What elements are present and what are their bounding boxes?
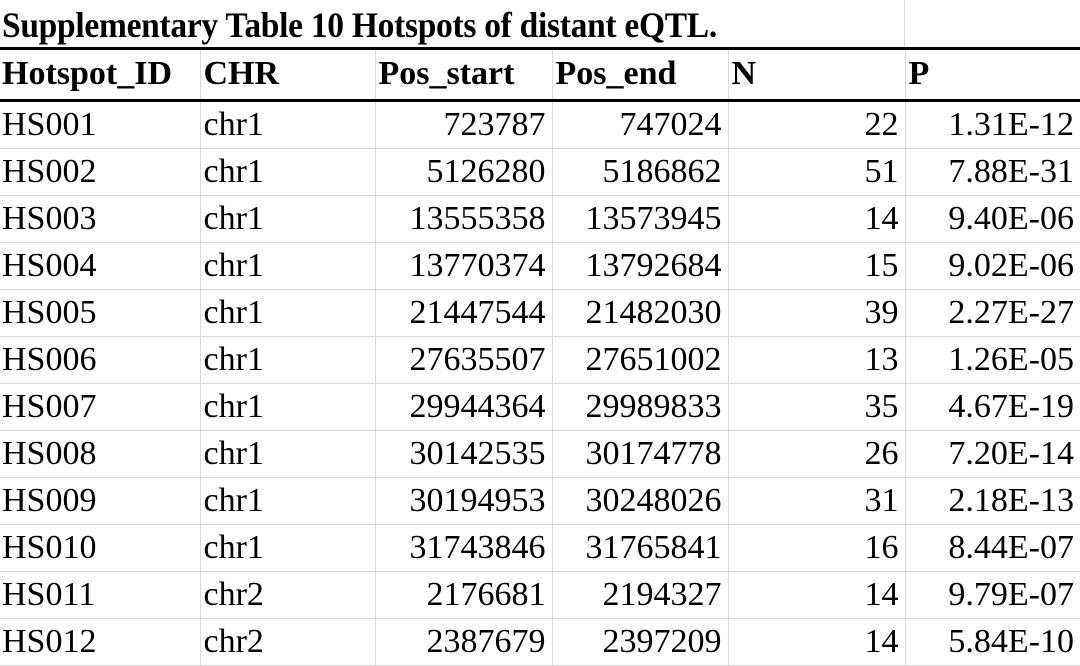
- cell-n[interactable]: 39: [727, 289, 905, 337]
- cell-chr[interactable]: chr1: [199, 477, 375, 525]
- cell-hotspot-id[interactable]: HS001: [0, 100, 200, 149]
- cell-pos-start[interactable]: 30142535: [374, 430, 552, 478]
- cell-n[interactable]: 16: [727, 524, 905, 572]
- cell-pos-start[interactable]: 5126280: [374, 148, 552, 196]
- cell-p[interactable]: 2.18E-13: [904, 477, 1080, 525]
- cell-n[interactable]: 51: [727, 148, 905, 196]
- cell-chr[interactable]: chr2: [199, 618, 375, 666]
- cell-pos-start[interactable]: 27635507: [374, 336, 552, 384]
- cell-pos-start[interactable]: 2176681: [374, 571, 552, 619]
- cell-hotspot-id[interactable]: HS002: [0, 148, 200, 196]
- cell-chr[interactable]: chr1: [199, 336, 375, 384]
- cell-n[interactable]: 14: [727, 571, 905, 619]
- cell-hotspot-id[interactable]: HS008: [0, 430, 200, 478]
- cell-p[interactable]: 1.31E-12: [904, 100, 1080, 149]
- cell-pos-start[interactable]: 13770374: [374, 242, 552, 290]
- table-row: HS008 chr1 30142535 30174778 26 7.20E-14: [0, 430, 1080, 478]
- cell-chr[interactable]: chr2: [199, 571, 375, 619]
- cell-p[interactable]: 4.67E-19: [904, 383, 1080, 431]
- cell-p[interactable]: 9.79E-07: [904, 571, 1080, 619]
- table-row: HS003 chr1 13555358 13573945 14 9.40E-06: [0, 195, 1080, 243]
- cell-pos-end[interactable]: 2194327: [551, 571, 728, 619]
- table-row: HS011 chr2 2176681 2194327 14 9.79E-07: [0, 571, 1080, 619]
- cell-n[interactable]: 15: [727, 242, 905, 290]
- cell-pos-start[interactable]: 30194953: [374, 477, 552, 525]
- table-row: HS006 chr1 27635507 27651002 13 1.26E-05: [0, 336, 1080, 384]
- cell-p[interactable]: 1.26E-05: [904, 336, 1080, 384]
- table-row: HS002 chr1 5126280 5186862 51 7.88E-31: [0, 148, 1080, 196]
- header-p[interactable]: P: [904, 50, 1080, 102]
- cell-p[interactable]: 7.20E-14: [904, 430, 1080, 478]
- cell-hotspot-id[interactable]: HS012: [0, 618, 200, 666]
- cell-pos-start[interactable]: 2387679: [374, 618, 552, 666]
- cell-hotspot-id[interactable]: HS005: [0, 289, 200, 337]
- cell-pos-end[interactable]: 13573945: [551, 195, 728, 243]
- cell-n[interactable]: 26: [727, 430, 905, 478]
- cell-pos-end[interactable]: 5186862: [551, 148, 728, 196]
- cell-pos-end[interactable]: 2397209: [551, 618, 728, 666]
- cell-n[interactable]: 13: [727, 336, 905, 384]
- table-row: HS004 chr1 13770374 13792684 15 9.02E-06: [0, 242, 1080, 290]
- cell-p[interactable]: 5.84E-10: [904, 618, 1080, 666]
- title-row: Supplementary Table 10 Hotspots of dista…: [0, 0, 1080, 50]
- cell-p[interactable]: 9.40E-06: [904, 195, 1080, 243]
- cell-n[interactable]: 14: [727, 195, 905, 243]
- hotspots-table: Hotspot_ID CHR Pos_start Pos_end N P HS0…: [0, 50, 1080, 666]
- cell-pos-start[interactable]: 21447544: [374, 289, 552, 337]
- cell-chr[interactable]: chr1: [199, 195, 375, 243]
- cell-chr[interactable]: chr1: [199, 148, 375, 196]
- cell-pos-start[interactable]: 31743846: [374, 524, 552, 572]
- header-chr[interactable]: CHR: [199, 50, 375, 102]
- cell-pos-start[interactable]: 723787: [374, 100, 552, 149]
- cell-hotspot-id[interactable]: HS011: [0, 571, 200, 619]
- cell-pos-end[interactable]: 747024: [551, 100, 728, 149]
- cell-pos-end[interactable]: 29989833: [551, 383, 728, 431]
- cell-hotspot-id[interactable]: HS007: [0, 383, 200, 431]
- header-hotspot-id[interactable]: Hotspot_ID: [0, 50, 200, 102]
- cell-pos-end[interactable]: 21482030: [551, 289, 728, 337]
- cell-p[interactable]: 9.02E-06: [904, 242, 1080, 290]
- header-pos-start[interactable]: Pos_start: [374, 50, 552, 102]
- cell-pos-end[interactable]: 13792684: [551, 242, 728, 290]
- table-row: HS005 chr1 21447544 21482030 39 2.27E-27: [0, 289, 1080, 337]
- cell-n[interactable]: 14: [727, 618, 905, 666]
- cell-n[interactable]: 22: [727, 100, 905, 149]
- cell-pos-end[interactable]: 27651002: [551, 336, 728, 384]
- cell-chr[interactable]: chr1: [199, 524, 375, 572]
- cell-hotspot-id[interactable]: HS004: [0, 242, 200, 290]
- cell-chr[interactable]: chr1: [199, 383, 375, 431]
- table-row: HS001 chr1 723787 747024 22 1.31E-12: [0, 100, 1080, 149]
- cell-pos-start[interactable]: 29944364: [374, 383, 552, 431]
- cell-chr[interactable]: chr1: [199, 100, 375, 149]
- cell-hotspot-id[interactable]: HS003: [0, 195, 200, 243]
- cell-p[interactable]: 7.88E-31: [904, 148, 1080, 196]
- header-row: Hotspot_ID CHR Pos_start Pos_end N P: [0, 50, 1080, 102]
- cell-chr[interactable]: chr1: [199, 242, 375, 290]
- cell-pos-start[interactable]: 13555358: [374, 195, 552, 243]
- header-n[interactable]: N: [727, 50, 905, 102]
- header-pos-end[interactable]: Pos_end: [551, 50, 728, 102]
- cell-hotspot-id[interactable]: HS009: [0, 477, 200, 525]
- table-row: HS009 chr1 30194953 30248026 31 2.18E-13: [0, 477, 1080, 525]
- cell-pos-end[interactable]: 31765841: [551, 524, 728, 572]
- cell-n[interactable]: 35: [727, 383, 905, 431]
- cell-p[interactable]: 2.27E-27: [904, 289, 1080, 337]
- cell-pos-end[interactable]: 30174778: [551, 430, 728, 478]
- cell-hotspot-id[interactable]: HS010: [0, 524, 200, 572]
- gridline: [904, 0, 905, 47]
- cell-chr[interactable]: chr1: [199, 289, 375, 337]
- cell-chr[interactable]: chr1: [199, 430, 375, 478]
- table-title: Supplementary Table 10 Hotspots of dista…: [2, 5, 717, 45]
- table-row: HS007 chr1 29944364 29989833 35 4.67E-19: [0, 383, 1080, 431]
- table-row: HS012 chr2 2387679 2397209 14 5.84E-10: [0, 618, 1080, 666]
- cell-n[interactable]: 31: [727, 477, 905, 525]
- table-row: HS010 chr1 31743846 31765841 16 8.44E-07: [0, 524, 1080, 572]
- cell-hotspot-id[interactable]: HS006: [0, 336, 200, 384]
- cell-p[interactable]: 8.44E-07: [904, 524, 1080, 572]
- cell-pos-end[interactable]: 30248026: [551, 477, 728, 525]
